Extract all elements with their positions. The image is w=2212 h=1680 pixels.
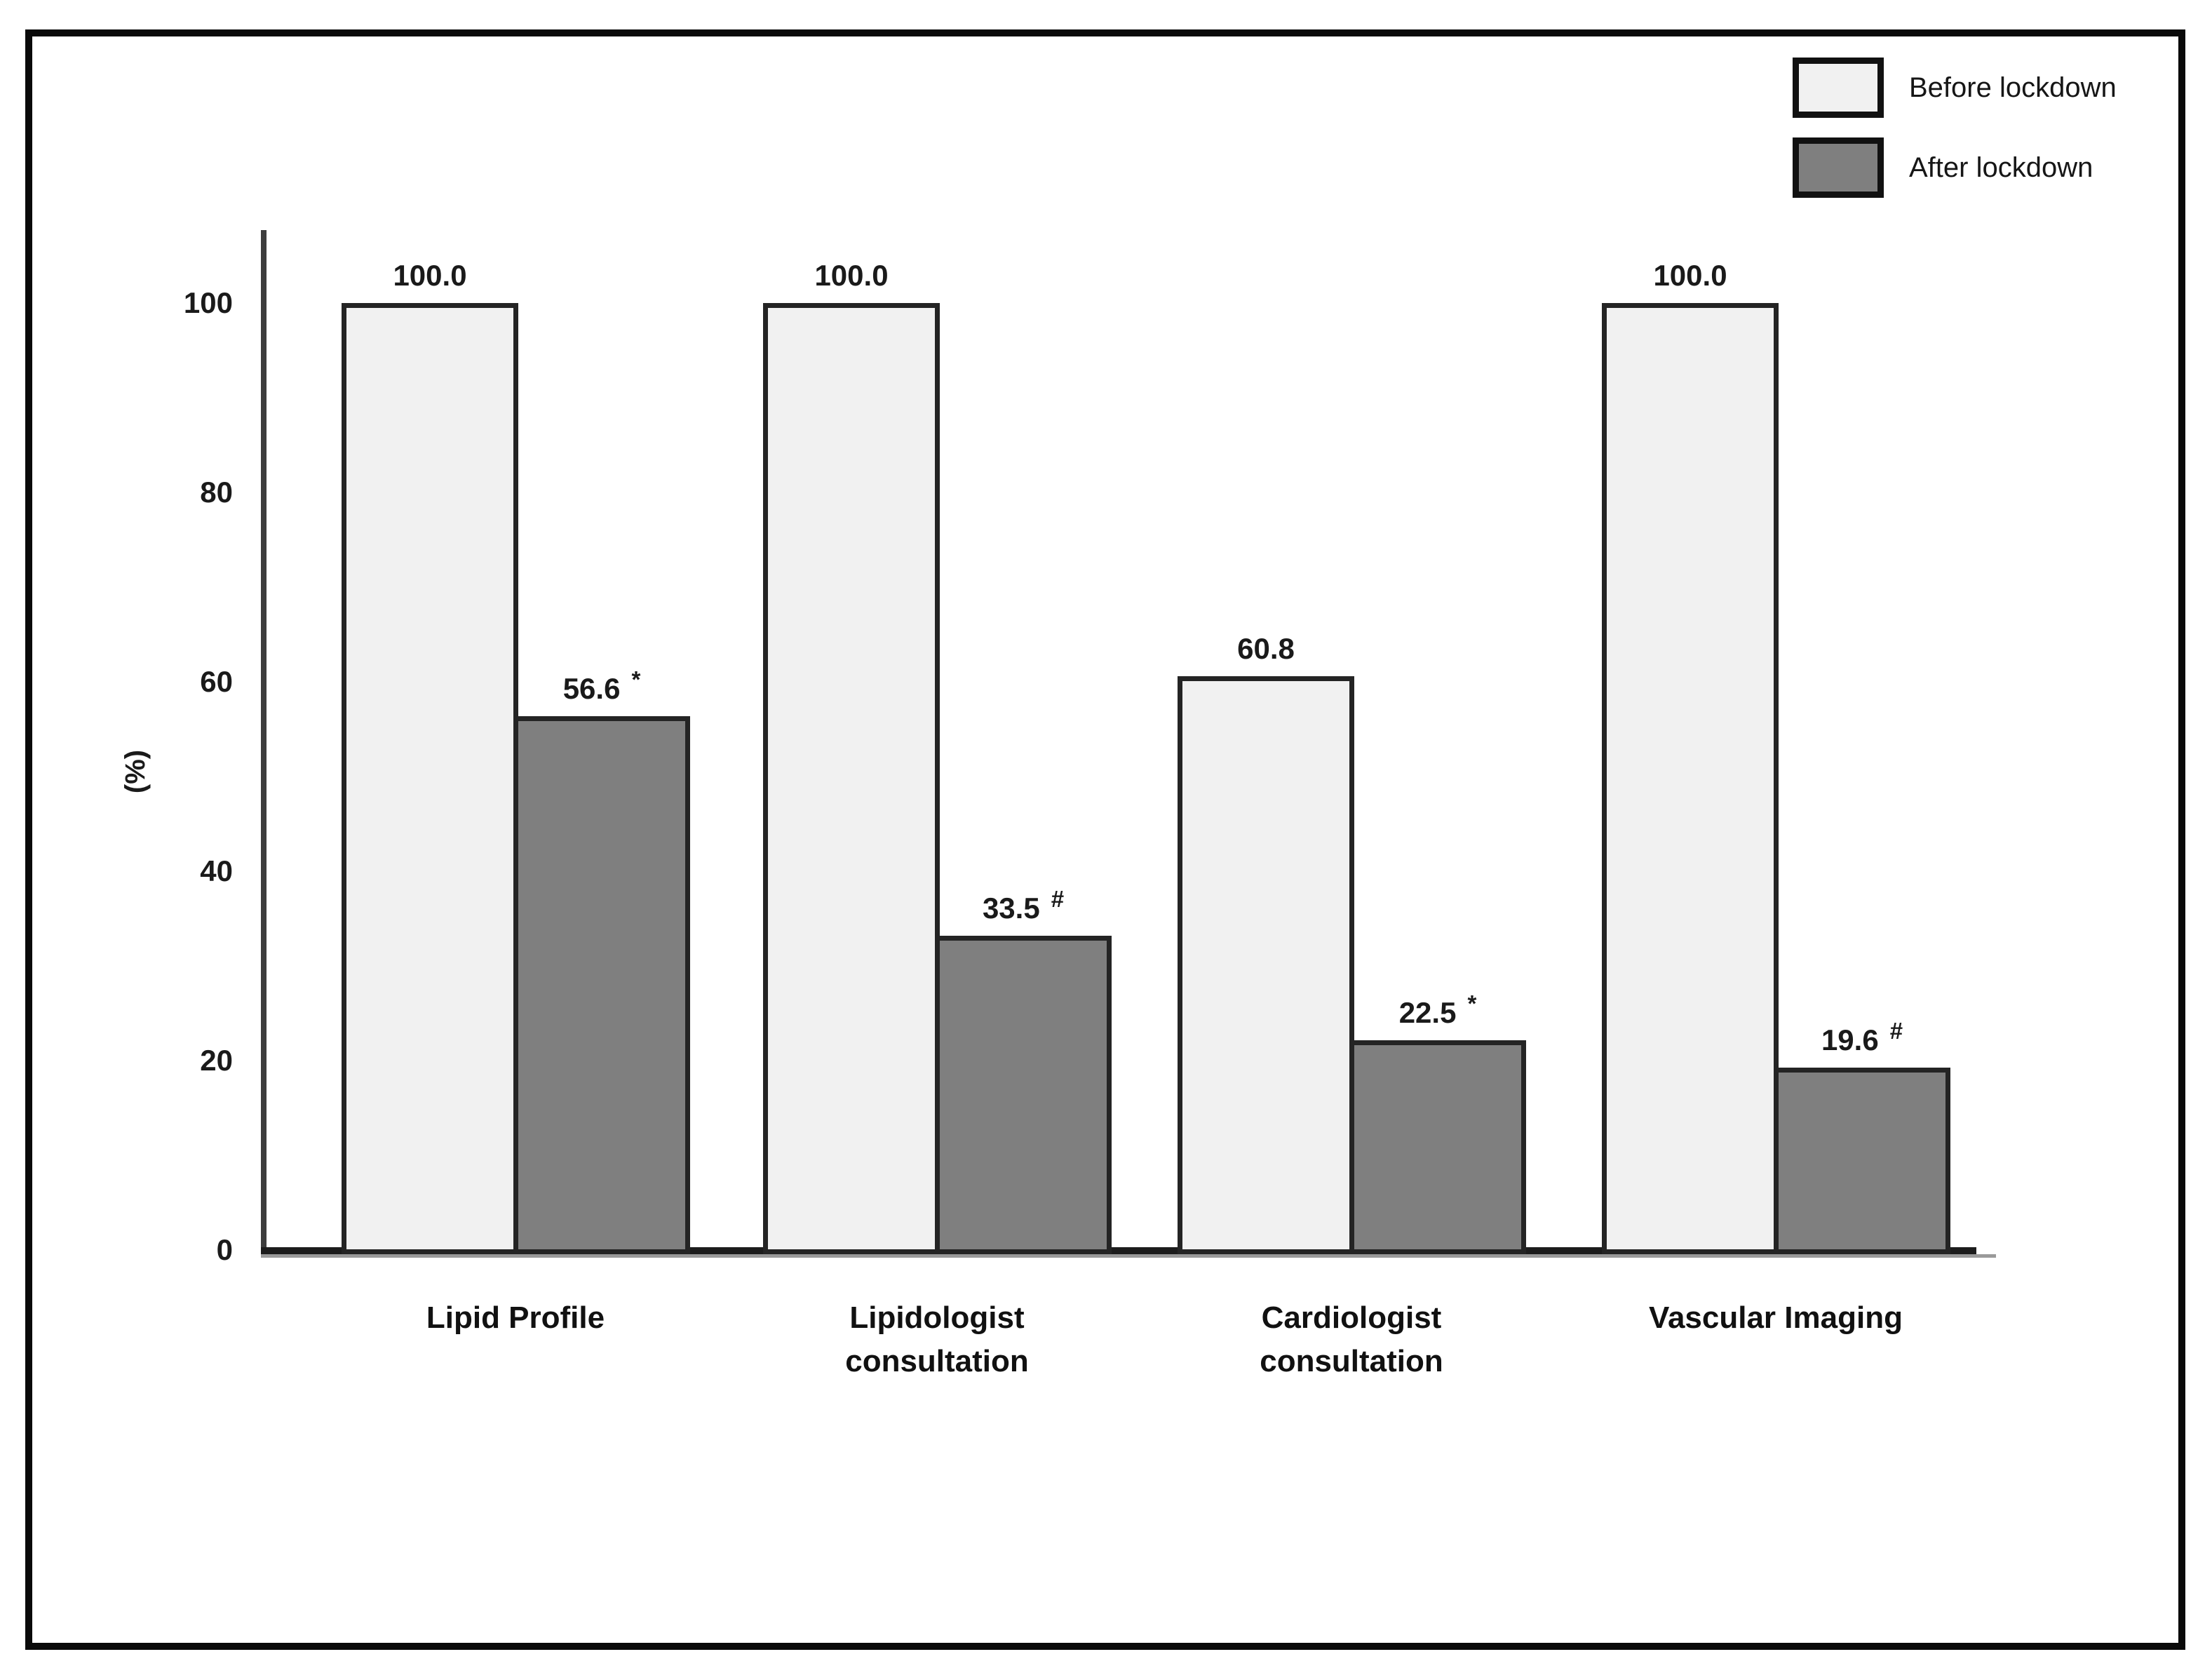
bar-value-label: 56.6 *: [562, 666, 641, 706]
bar-value: 33.5: [982, 892, 1040, 925]
bar-value: 100.0: [1653, 259, 1727, 292]
bar-before-vascular-imaging: 100.0: [1602, 259, 1779, 1254]
legend-label-after-lockdown: After lockdown: [1909, 152, 2093, 183]
bar-before-lipid-profile: 100.0: [342, 259, 518, 1254]
legend-swatch-before-lockdown: [1793, 58, 1884, 118]
bar-value: 100.0: [814, 259, 889, 292]
y-axis-tick-label-40: 40: [200, 854, 233, 887]
significance-marker: #: [1051, 886, 1065, 912]
significance-marker: *: [631, 666, 641, 692]
bar-value-label: 100.0: [814, 259, 888, 293]
y-axis-tick-label-80: 80: [200, 476, 233, 509]
bar-after-vascular-imaging: 19.6 #: [1774, 1018, 1950, 1254]
x-category-label-lipidologist-consultation: Lipidologist consultation: [845, 1301, 1029, 1378]
bar-value-label: 22.5 *: [1398, 990, 1477, 1030]
bar-before-lipidologist-consultation: 100.0: [763, 259, 940, 1254]
bar-value-label: 100.0: [1653, 259, 1727, 293]
legend-label-before-lockdown: Before lockdown: [1909, 72, 2117, 103]
bar-value: 22.5: [1398, 996, 1457, 1029]
bar-after-lipid-profile: 56.6 *: [513, 666, 690, 1254]
bar-value-label: 60.8: [1237, 632, 1295, 666]
y-axis-tick-label-20: 20: [200, 1044, 233, 1077]
y-axis-line: [261, 230, 267, 1254]
bar-value-label: 100.0: [393, 259, 466, 293]
significance-marker: *: [1467, 990, 1477, 1016]
x-category-label-lipid-profile: Lipid Profile: [426, 1301, 605, 1335]
x-category-label-cardiologist-consultation: Cardiologist consultation: [1260, 1301, 1443, 1378]
x-axis-shadow-line: [261, 1254, 1996, 1258]
y-axis-tick-label-100: 100: [183, 286, 233, 319]
bar-value: 100.0: [393, 259, 467, 292]
x-axis-line: [261, 1247, 1976, 1254]
bar-value-label: 33.5 #: [982, 886, 1064, 925]
y-axis-tick-label-60: 60: [200, 665, 233, 698]
y-axis-title: (%): [119, 749, 151, 794]
bar-after-lipidologist-consultation: 33.5 #: [935, 886, 1112, 1254]
x-category-label-vascular-imaging: Vascular Imaging: [1649, 1301, 1903, 1335]
bar-value: 60.8: [1237, 632, 1295, 665]
bar-value: 56.6: [562, 672, 621, 705]
significance-marker: #: [1889, 1018, 1903, 1044]
bar-value: 19.6: [1821, 1023, 1879, 1056]
bar-value-label: 19.6 #: [1821, 1018, 1903, 1057]
legend-swatch-after-lockdown: [1793, 137, 1884, 198]
bar-after-cardiologist-consultation: 22.5 *: [1349, 990, 1526, 1254]
y-axis-tick-label-0: 0: [216, 1233, 233, 1266]
bar-before-cardiologist-consultation: 60.8: [1178, 632, 1354, 1254]
